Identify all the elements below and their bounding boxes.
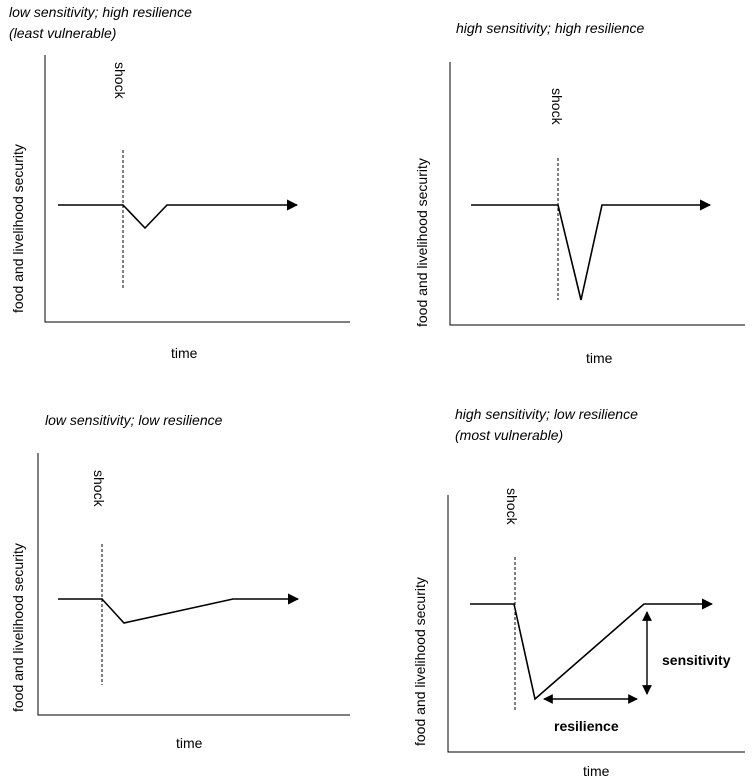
panel-3-security-curve	[58, 593, 300, 624]
panel-2-y-axis-label: food and livelihood security	[414, 158, 430, 327]
panel-3-title-line-1: low sensitivity; low resilience	[45, 412, 223, 428]
panel-4-shock-label: shock	[504, 488, 520, 525]
panel-1-y-axis-label: food and livelihood security	[10, 144, 26, 313]
panel-3-axes	[37, 453, 350, 716]
panel-3-shock-label: shock	[91, 470, 107, 507]
panel-2-x-axis-label: time	[586, 350, 613, 366]
panel-2-title-line-1: high sensitivity; high resilience	[456, 20, 645, 36]
panel-4-title: high sensitivity; low resilience (most v…	[455, 404, 638, 446]
panel-1-x-axis-label: time	[171, 345, 198, 361]
panel-4-x-axis-label: time	[583, 763, 610, 779]
panel-1-shock-label: shock	[112, 62, 128, 99]
panel-1-title-line-2: (least vulnerable)	[9, 25, 117, 41]
panel-4-graphics	[447, 495, 745, 753]
panel-4-title-line-2: (most vulnerable)	[455, 427, 564, 443]
panel-1-title: low sensitivity; high resilience (least …	[9, 2, 192, 44]
resilience-label: resilience	[554, 718, 619, 734]
panel-2-shock-label: shock	[549, 88, 565, 125]
panel-3-graphics	[37, 453, 350, 716]
panel-1-security-curve	[58, 199, 299, 230]
panel-4-security-curve	[470, 598, 714, 701]
panel-1-axes	[44, 55, 350, 323]
panel-2-axes	[449, 62, 745, 326]
panel-3-x-axis-label: time	[176, 735, 203, 751]
panel-2-graphics	[449, 62, 745, 326]
panel-1-graphics	[44, 55, 350, 323]
panel-4-y-axis-label: food and livelihood security	[412, 577, 428, 746]
panel-2-security-curve	[471, 199, 712, 301]
panel-2-title: high sensitivity; high resilience	[456, 18, 644, 39]
panel-3-y-axis-label: food and livelihood security	[10, 543, 26, 712]
panel-1-title-line-1: low sensitivity; high resilience	[9, 4, 192, 20]
panel-4-title-line-1: high sensitivity; low resilience	[455, 406, 638, 422]
panel-4-axes	[447, 495, 745, 753]
panel-3-title: low sensitivity; low resilience	[45, 410, 222, 431]
sensitivity-label: sensitivity	[662, 652, 731, 668]
